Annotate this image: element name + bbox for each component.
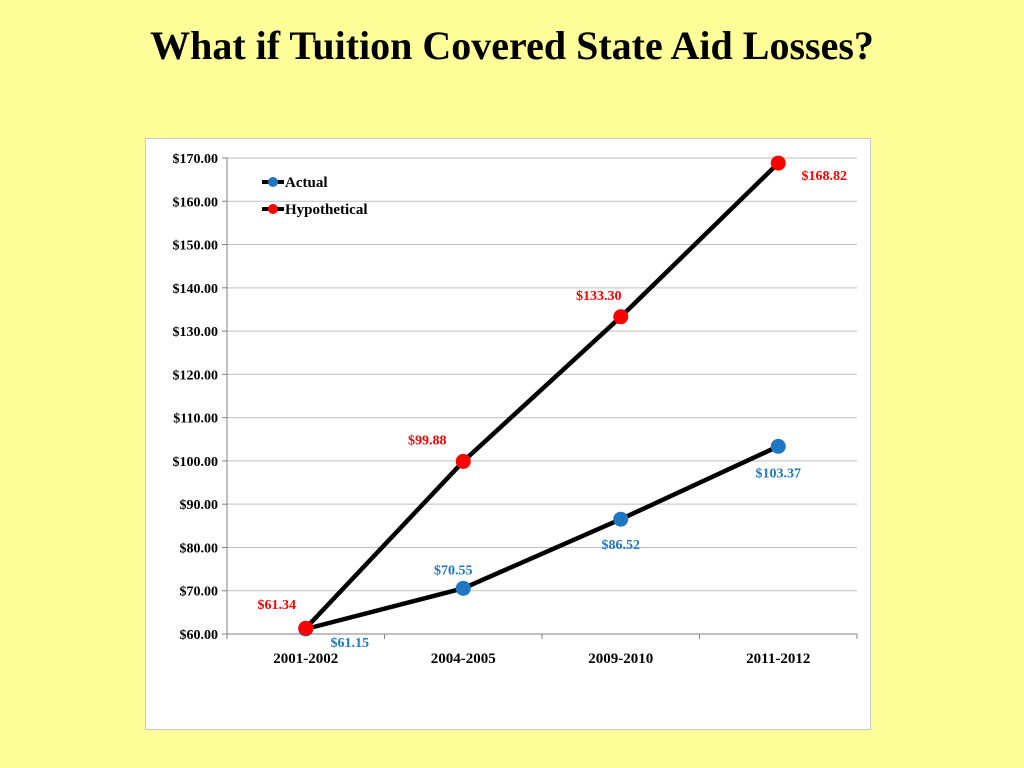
- x-tick-labels: 2001-2002 2004-2005 2009-2010 2011-2012: [273, 651, 810, 667]
- legend-label: Hypothetical: [285, 202, 368, 218]
- legend-marker: [268, 177, 278, 187]
- x-tick-label: 2004-2005: [431, 651, 496, 667]
- x-tick-label: 2009-2010: [588, 651, 653, 667]
- series-line-actual: [305, 444, 780, 632]
- y-tick-label: $60.00: [180, 628, 219, 643]
- y-tick-label: $120.00: [173, 368, 219, 383]
- y-tick-label: $130.00: [173, 325, 219, 340]
- chart-frame: $60.00 $70.00 $80.00 $90.00 $100.00 $110.00 $1…: [145, 138, 871, 730]
- y-tick-label: $160.00: [173, 195, 219, 210]
- data-label-actual: $70.55: [434, 563, 473, 578]
- y-tick-label: $80.00: [180, 541, 219, 556]
- data-label-hypothetical: $99.88: [408, 433, 447, 448]
- y-tick-label: $170.00: [173, 152, 219, 167]
- y-tick-label: $140.00: [173, 282, 219, 297]
- data-point-hypothetical: [770, 155, 786, 171]
- legend-marker: [268, 204, 278, 214]
- x-tick-label: 2001-2002: [273, 651, 338, 667]
- grid-lines: [227, 157, 857, 592]
- y-tick-label: $90.00: [180, 498, 219, 513]
- y-tick-label: $110.00: [173, 412, 218, 427]
- y-tick-label: $100.00: [173, 455, 219, 470]
- data-point-actual: [770, 438, 786, 454]
- series-lines: [304, 161, 780, 632]
- data-point-actual: [455, 580, 471, 596]
- series-line-hypothetical: [304, 161, 780, 630]
- y-tick-label: $150.00: [173, 239, 219, 254]
- data-labels: $61.15 $70.55 $86.52 $103.37 $61.34 $99.88 $13…: [258, 169, 848, 651]
- x-tick-label: 2011-2012: [746, 651, 810, 667]
- series-points: [298, 155, 786, 637]
- data-label-actual: $103.37: [756, 466, 802, 481]
- data-label-hypothetical: $133.30: [576, 289, 622, 304]
- data-label-hypothetical: $168.82: [802, 169, 848, 184]
- axes: [222, 157, 858, 639]
- data-point-actual: [613, 511, 629, 527]
- line-chart: $60.00 $70.00 $80.00 $90.00 $100.00 $110.00 $1…: [173, 152, 858, 667]
- legend-label: Actual: [285, 175, 328, 191]
- data-point-hypothetical: [298, 620, 314, 636]
- slide-title: What if Tuition Covered State Aid Losses…: [150, 23, 874, 68]
- data-point-hypothetical: [613, 309, 629, 325]
- legend: Actual Hypothetical: [262, 175, 368, 218]
- data-label-actual: $61.15: [331, 636, 370, 651]
- y-tick-label: $70.00: [180, 585, 219, 600]
- data-label-hypothetical: $61.34: [258, 598, 297, 613]
- data-point-hypothetical: [455, 453, 471, 469]
- y-tick-labels: $60.00 $70.00 $80.00 $90.00 $100.00 $110.00 $1…: [173, 152, 219, 643]
- data-label-actual: $86.52: [602, 538, 641, 553]
